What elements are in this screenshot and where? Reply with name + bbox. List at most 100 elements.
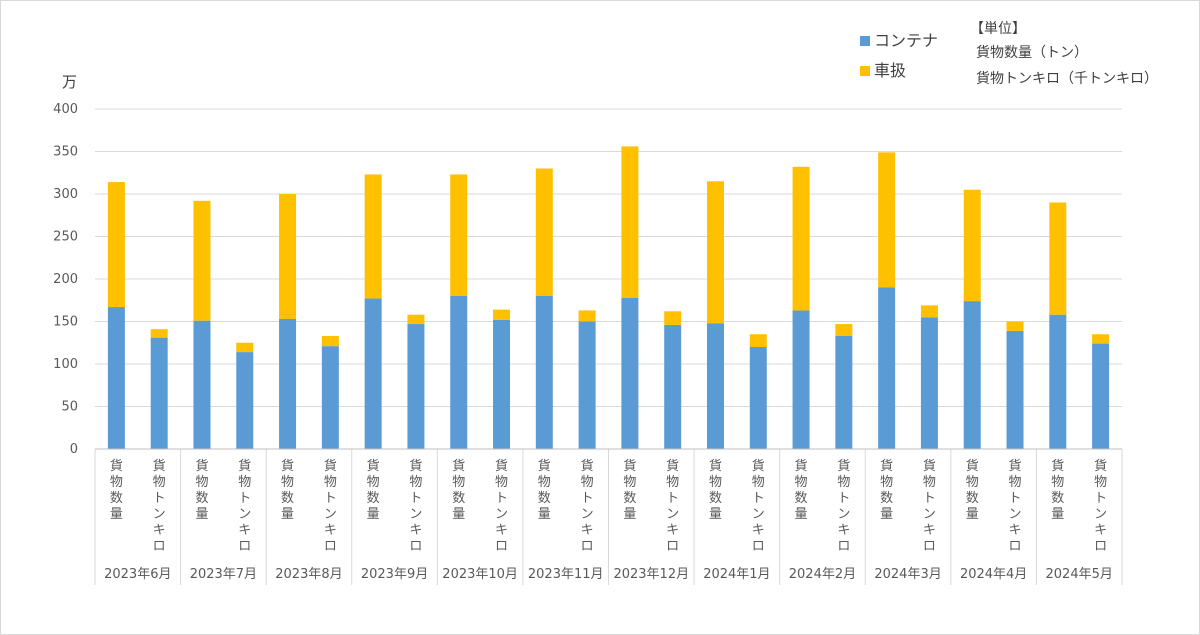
- bar-segment-wagon: [664, 311, 682, 325]
- y-tick-label: 100: [53, 357, 78, 372]
- bar-segment-wagon: [535, 168, 553, 296]
- bar-segment-wagon: [193, 200, 211, 321]
- x-subcategory-label: 貨物数量: [452, 458, 465, 522]
- bar-segment-wagon: [107, 182, 125, 308]
- x-subcategory-label: 貨物トンキロ: [238, 458, 251, 554]
- x-month-label: 2023年6月: [104, 567, 171, 582]
- unit-note: 【単位】 貨物数量（トン） 貨物トンキロ（千トンキロ）: [970, 21, 1158, 87]
- x-month-label: 2023年11月: [528, 567, 604, 582]
- y-tick-label: 150: [53, 315, 78, 330]
- x-subcategory-label: 貨物トンキロ: [581, 458, 594, 554]
- bar-segment-container: [279, 318, 297, 449]
- x-subcategory-label: 貨物数量: [966, 458, 979, 522]
- bar-segment-container: [835, 335, 853, 449]
- bar-segment-container: [878, 287, 896, 449]
- x-subcategory-label: 貨物トンキロ: [752, 458, 765, 554]
- bars: [107, 146, 1110, 449]
- bar-segment-wagon: [578, 310, 596, 322]
- bar-segment-wagon: [407, 314, 425, 325]
- x-subcategory-label: 貨物数量: [880, 458, 893, 522]
- bar-segment-container: [792, 310, 810, 449]
- x-subcategory-label: 貨物数量: [110, 458, 123, 522]
- x-month-label: 2024年2月: [789, 567, 856, 582]
- x-subcategory-label: 貨物トンキロ: [666, 458, 679, 554]
- bar-segment-container: [150, 337, 168, 449]
- y-tick-label: 400: [53, 102, 78, 117]
- bar-segment-wagon: [1049, 202, 1067, 315]
- bar-segment-wagon: [493, 309, 511, 320]
- bar-segment-container: [407, 324, 425, 449]
- bar-segment-container: [364, 298, 382, 449]
- x-month-label: 2024年5月: [1046, 567, 1113, 582]
- x-subcategory-label: 貨物トンキロ: [324, 458, 337, 554]
- x-month-label: 2023年10月: [442, 567, 518, 582]
- bar-segment-container: [450, 296, 468, 449]
- legend-label-container: コンテナ: [874, 31, 938, 50]
- x-subcategory-label: 貨物数量: [1051, 458, 1064, 522]
- y-tick-label: 50: [61, 400, 78, 415]
- bar-segment-container: [621, 297, 639, 449]
- x-subcategory-label: 貨物トンキロ: [1009, 458, 1022, 554]
- bar-segment-wagon: [1006, 321, 1024, 331]
- y-axis: 0 50 100 150 200 250 300 350 400: [53, 102, 78, 457]
- x-month-label: 2023年8月: [275, 567, 342, 582]
- x-subcategory-label: 貨物数量: [367, 458, 380, 522]
- bar-segment-wagon: [364, 174, 382, 299]
- bar-segment-wagon: [150, 329, 168, 338]
- bar-segment-container: [321, 346, 339, 449]
- x-subcategory-label: 貨物数量: [281, 458, 294, 522]
- x-subcategory-label: 貨物数量: [709, 458, 722, 522]
- legend: コンテナ 車扱: [860, 31, 938, 80]
- bar-segment-wagon: [450, 174, 468, 296]
- x-subcategory-label: 貨物トンキロ: [495, 458, 508, 554]
- bar-segment-container: [236, 352, 254, 449]
- unit-note-line-2: 貨物トンキロ（千トンキロ）: [976, 70, 1158, 87]
- unit-note-title: 【単位】: [970, 21, 1026, 37]
- x-subcategory-label: 貨物数量: [538, 458, 551, 522]
- legend-swatch-container: [860, 36, 870, 46]
- y-tick-label: 200: [53, 272, 78, 287]
- x-subcategory-label: 貨物数量: [795, 458, 808, 522]
- x-month-label: 2024年1月: [703, 567, 770, 582]
- x-subcategory-label: 貨物トンキロ: [837, 458, 850, 554]
- bar-segment-wagon: [621, 146, 639, 298]
- bar-segment-container: [1049, 314, 1067, 449]
- legend-label-wagon: 車扱: [874, 61, 906, 80]
- x-subcategory-label: 貨物数量: [623, 458, 636, 522]
- bar-segment-container: [1092, 343, 1110, 449]
- x-month-label: 2024年3月: [874, 567, 941, 582]
- x-month-label: 2023年9月: [361, 567, 428, 582]
- y-axis-unit: 万: [62, 73, 77, 91]
- x-subcategory-label: 貨物トンキロ: [1094, 458, 1107, 554]
- bar-segment-wagon: [279, 194, 297, 319]
- x-month-label: 2024年4月: [960, 567, 1027, 582]
- bar-segment-wagon: [236, 342, 254, 353]
- bar-segment-wagon: [706, 181, 724, 324]
- bar-segment-container: [493, 319, 511, 449]
- bar-segment-container: [578, 321, 596, 449]
- y-tick-label: 300: [53, 187, 78, 202]
- bar-segment-container: [664, 324, 682, 449]
- bar-segment-container: [535, 296, 553, 449]
- x-month-label: 2023年12月: [613, 567, 689, 582]
- bar-segment-container: [107, 307, 125, 449]
- bar-segment-container: [920, 317, 938, 449]
- x-subcategory-label: 貨物数量: [195, 458, 208, 522]
- bar-segment-wagon: [920, 305, 938, 318]
- bar-segment-wagon: [792, 166, 810, 311]
- unit-note-line-1: 貨物数量（トン）: [976, 44, 1088, 61]
- x-axis: 2023年6月 貨物数量 貨物トンキロ 2023年7月 貨物数量 貨物トンキロ 2023年8…: [94, 448, 1123, 585]
- y-tick-label: 0: [70, 442, 78, 457]
- bar-segment-wagon: [749, 334, 767, 347]
- bar-segment-container: [963, 301, 981, 449]
- bar-segment-container: [749, 347, 767, 449]
- y-tick-label: 350: [53, 145, 78, 160]
- x-subcategory-label: 貨物トンキロ: [923, 458, 936, 554]
- bar-segment-wagon: [835, 324, 853, 336]
- x-subcategory-label: 貨物トンキロ: [153, 458, 166, 554]
- y-tick-label: 250: [53, 230, 78, 245]
- bar-segment-container: [193, 320, 211, 449]
- bar-segment-container: [706, 323, 724, 449]
- x-subcategory-label: 貨物トンキロ: [409, 458, 422, 554]
